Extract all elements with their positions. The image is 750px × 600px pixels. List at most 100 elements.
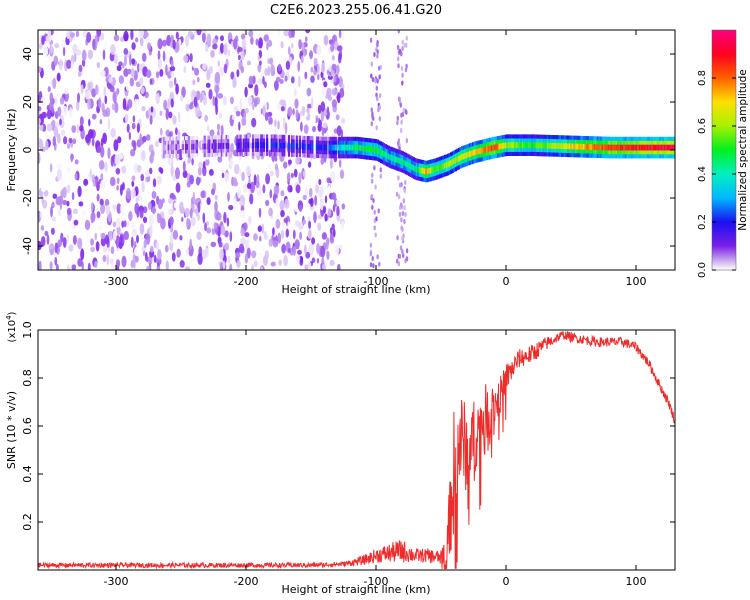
heatmap-cells bbox=[38, 30, 675, 270]
heatmap-ridge-cell bbox=[665, 144, 668, 151]
heatmap-noise-cell bbox=[89, 168, 93, 178]
heatmap-noise-cell bbox=[295, 109, 299, 120]
heatmap-noise-cell bbox=[102, 109, 108, 117]
heatmap-noise-cell bbox=[86, 32, 92, 43]
heatmap-noise-cell bbox=[244, 86, 248, 98]
heatmap-ridge-cell bbox=[595, 144, 598, 151]
heatmap-ridge-cell bbox=[203, 143, 206, 150]
heatmap-ridge-cell bbox=[523, 142, 526, 149]
heatmap-ridge-cell bbox=[266, 142, 269, 149]
heatmap-noise-cell bbox=[331, 63, 337, 71]
x-tick-label: 100 bbox=[626, 275, 647, 288]
heatmap-noise-cell bbox=[197, 111, 203, 117]
heatmap-streak-cell bbox=[378, 93, 382, 99]
heatmap-streak-cell bbox=[374, 232, 377, 238]
heatmap-noise-cell bbox=[302, 219, 307, 225]
heatmap-noise-cell bbox=[116, 265, 120, 270]
heatmap-noise-cell bbox=[118, 61, 123, 67]
heatmap-ridge-cell bbox=[624, 144, 627, 151]
heatmap-noise-cell bbox=[142, 216, 148, 223]
heatmap-ridge-cell bbox=[454, 157, 457, 164]
heatmap-noise-cell bbox=[115, 259, 121, 268]
heatmap-ridge-cell bbox=[546, 142, 549, 149]
heatmap-noise-cell bbox=[170, 71, 175, 77]
heatmap-ridge-cell bbox=[280, 142, 283, 149]
heatmap-noise-cell bbox=[49, 92, 54, 102]
heatmap-noise-cell bbox=[133, 140, 137, 152]
heatmap-noise-cell bbox=[194, 67, 200, 76]
heatmap-noise-cell bbox=[61, 38, 65, 48]
heatmap-noise-cell bbox=[269, 189, 273, 199]
heatmap-noise-cell bbox=[69, 223, 75, 229]
heatmap-noise-cell bbox=[259, 235, 262, 242]
heatmap-noise-cell bbox=[201, 31, 206, 43]
heatmap-noise-cell bbox=[332, 228, 336, 238]
heatmap-ridge-cell bbox=[409, 163, 412, 170]
heatmap-ridge-cell bbox=[420, 167, 423, 174]
heatmap-noise-cell bbox=[246, 182, 252, 189]
heatmap-ridge-cell bbox=[356, 144, 359, 151]
heatmap-ridge-cell bbox=[621, 144, 624, 151]
heatmap-noise-cell bbox=[104, 95, 108, 105]
heatmap-ridge-cell bbox=[236, 142, 239, 149]
heatmap-noise-cell bbox=[240, 205, 245, 212]
heatmap-noise-cell bbox=[166, 34, 172, 47]
heatmap-noise-cell bbox=[257, 63, 262, 73]
heatmap-noise-cell bbox=[341, 117, 346, 124]
heatmap-noise-cell bbox=[68, 244, 74, 252]
heatmap-noise-cell bbox=[253, 174, 257, 186]
heatmap-noise-cell bbox=[205, 158, 210, 166]
heatmap-noise-cell bbox=[139, 223, 145, 235]
heatmap-noise-cell bbox=[99, 119, 103, 125]
heatmap-noise-cell bbox=[96, 61, 101, 69]
heatmap-noise-cell bbox=[329, 259, 335, 267]
heatmap-noise-cell bbox=[198, 166, 202, 176]
heatmap-ridge-cell bbox=[386, 152, 389, 159]
heatmap-noise-cell bbox=[170, 98, 174, 108]
heatmap-noise-cell bbox=[277, 120, 280, 130]
heatmap-noise-cell bbox=[251, 264, 254, 270]
heatmap-noise-cell bbox=[333, 75, 337, 83]
heatmap-noise-cell bbox=[133, 84, 137, 93]
heatmap-ridge-cell bbox=[211, 143, 214, 150]
heatmap-streak-cell bbox=[397, 261, 401, 267]
heatmap-noise-cell bbox=[312, 125, 316, 133]
heatmap-streak-cell bbox=[370, 61, 373, 67]
heatmap-noise-cell bbox=[135, 196, 139, 204]
heatmap-ridge-cell bbox=[219, 143, 222, 149]
heatmap-noise-cell bbox=[173, 202, 178, 209]
colorbar: 0.0 0.2 0.4 0.6 0.8 Normalized spectral ampl… bbox=[697, 29, 749, 278]
heatmap-streak-cell bbox=[400, 66, 404, 71]
heatmap-noise-cell bbox=[81, 49, 87, 61]
heatmap-noise-cell bbox=[256, 252, 262, 261]
heatmap-noise-cell bbox=[328, 39, 334, 45]
heatmap-noise-cell bbox=[66, 200, 70, 207]
heatmap-noise-cell bbox=[104, 161, 108, 172]
heatmap-streak-cell bbox=[397, 56, 400, 62]
heatmap-noise-cell bbox=[291, 30, 295, 38]
heatmap-noise-cell bbox=[315, 184, 320, 194]
heatmap-ridge-cell bbox=[239, 142, 242, 149]
heatmap-noise-cell bbox=[224, 172, 230, 183]
heatmap-ridge-cell bbox=[607, 144, 610, 151]
heatmap-streak-cell bbox=[402, 253, 405, 258]
heatmap-noise-cell bbox=[285, 132, 288, 142]
heatmap-noise-cell bbox=[106, 254, 110, 266]
heatmap-noise-cell bbox=[117, 136, 122, 144]
heatmap-noise-cell bbox=[336, 205, 340, 217]
heatmap-noise-cell bbox=[157, 249, 162, 261]
heatmap-noise-cell bbox=[270, 261, 276, 267]
heatmap-noise-cell bbox=[197, 252, 203, 265]
heatmap-noise-cell bbox=[216, 123, 221, 131]
heatmap-noise-cell bbox=[308, 243, 314, 256]
heatmap-streak-cell bbox=[398, 253, 402, 259]
heatmap-ridge-cell bbox=[468, 151, 471, 157]
heatmap-ridge-cell bbox=[348, 144, 351, 151]
heatmap-noise-cell bbox=[308, 97, 312, 105]
heatmap-noise-cell bbox=[126, 221, 130, 227]
heatmap-noise-cell bbox=[90, 246, 95, 253]
heatmap-noise-cell bbox=[260, 266, 264, 270]
heatmap-noise-cell bbox=[100, 69, 106, 78]
heatmap-noise-cell bbox=[39, 124, 44, 131]
heatmap-noise-cell bbox=[257, 55, 260, 61]
